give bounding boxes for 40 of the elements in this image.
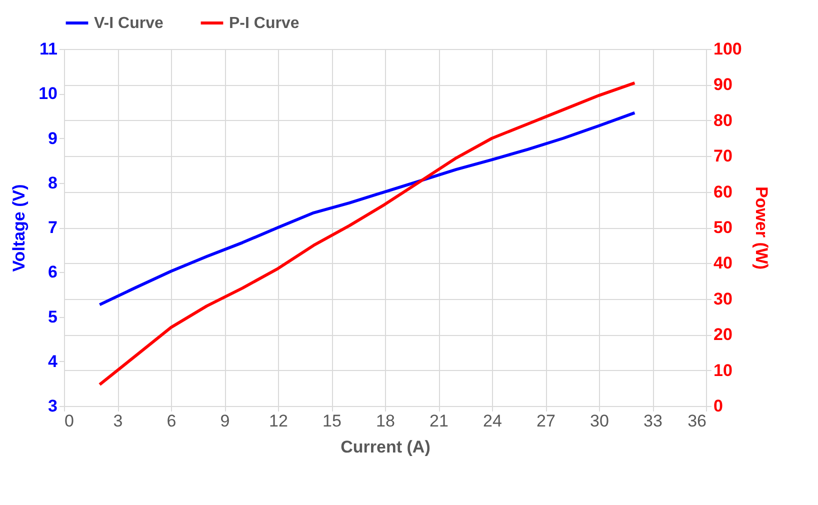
y-axis-title: Voltage (V)	[10, 184, 29, 272]
y2-tick-label: 30	[714, 289, 732, 308]
y2-tick-label: 100	[714, 40, 742, 58]
y2-tick-label: 0	[714, 396, 723, 416]
x-tick-label: 21	[430, 412, 448, 430]
y2-tick-label: 20	[714, 325, 732, 344]
y2-axis-title: Power (W)	[752, 186, 771, 270]
x-axis-title: Current (A)	[340, 438, 430, 456]
y-tick-label: 8	[48, 173, 58, 192]
y-tick-label: 11	[40, 40, 58, 58]
x-tick-label: 15	[322, 412, 342, 430]
y2-tick-label: 50	[714, 218, 732, 237]
y2-tick-label: 60	[714, 182, 732, 202]
y-tick-label: 10	[38, 84, 58, 104]
x-tick-label: 12	[269, 412, 288, 430]
x-tick-label: 36	[688, 412, 706, 430]
y2-tick-label: 40	[714, 254, 732, 273]
legend-label: V-I Curve	[94, 15, 164, 32]
y-tick-label: 3	[48, 396, 58, 416]
line-series	[98, 111, 636, 306]
x-tick-label: 3	[113, 412, 123, 430]
y-tick-label: 9	[48, 128, 58, 148]
x-tick-label: 9	[220, 412, 230, 430]
y2-tick-label: 90	[714, 75, 732, 94]
x-tick-label: 24	[483, 412, 502, 430]
y2-tick-label: 80	[714, 110, 732, 130]
y2-tick-label: 10	[714, 360, 732, 380]
y-tick-label: 7	[48, 218, 58, 237]
y-tick-label: 5	[48, 307, 58, 326]
x-tick-label: 27	[536, 412, 556, 430]
y2-tick-label: 70	[714, 146, 732, 166]
x-tick-label: 0	[64, 412, 74, 430]
x-tick-label: 6	[166, 412, 176, 430]
x-tick-label: 33	[644, 412, 662, 430]
x-tick-label: 18	[376, 412, 395, 430]
y-tick-label: 6	[48, 262, 58, 282]
line-series	[98, 81, 636, 386]
x-tick-label: 30	[590, 412, 609, 430]
y-tick-label: 4	[48, 352, 58, 371]
legend-label: P-I Curve	[229, 15, 300, 32]
